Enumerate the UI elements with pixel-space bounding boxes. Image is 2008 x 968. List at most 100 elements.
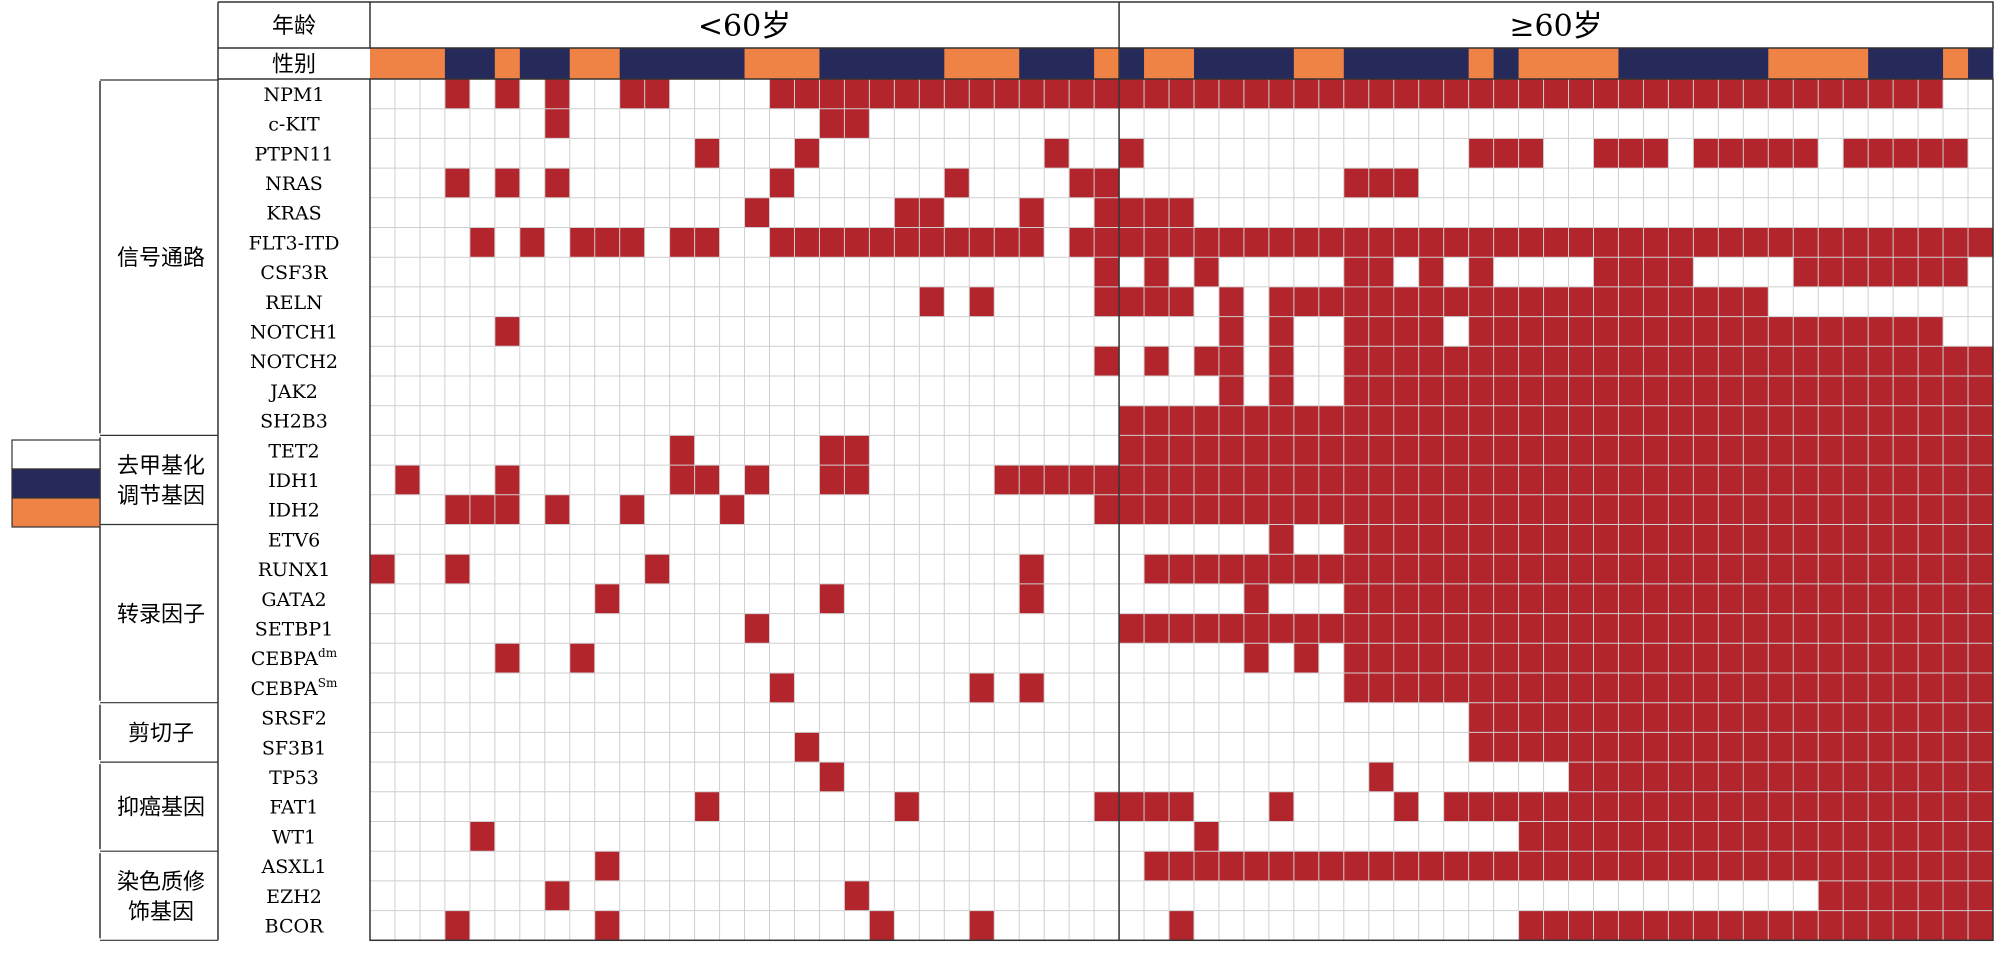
mutation-cell	[1368, 613, 1394, 644]
mutation-cell	[1268, 494, 1294, 525]
gene-label: IDH2	[268, 500, 319, 522]
mutation-cell	[1368, 435, 1394, 466]
mutation-cell	[1768, 554, 1794, 584]
mutation-cell	[1268, 465, 1294, 495]
mutation-cell	[669, 227, 695, 258]
mutation-cell	[1943, 643, 1969, 673]
mutation-cell	[1543, 821, 1569, 852]
mutation-cell	[1968, 851, 1993, 881]
mutation-cell	[1743, 554, 1769, 584]
mutation-cell	[969, 910, 995, 941]
mutation-cell	[1643, 643, 1669, 673]
gene-label: NOTCH2	[250, 351, 338, 373]
mutation-cell	[1718, 643, 1744, 673]
mutation-cell	[1368, 673, 1394, 703]
mutation-cell	[1643, 524, 1669, 555]
mutation-cell	[444, 168, 470, 198]
mutation-cell	[1943, 851, 1969, 881]
mutation-cell	[1693, 851, 1719, 881]
mutation-cell	[1418, 227, 1444, 258]
mutation-cell	[1693, 227, 1719, 258]
mutation-cell	[1543, 465, 1569, 495]
sex-legend: 性别 男 女	[11, 439, 101, 528]
sex-cell	[919, 48, 945, 79]
mutation-cell	[1743, 643, 1769, 673]
mutation-cell	[969, 227, 995, 258]
sex-cell	[544, 48, 571, 79]
mutation-cell	[1368, 405, 1394, 436]
mutation-cell	[1193, 346, 1219, 376]
mutation-cell	[1718, 732, 1744, 763]
mutation-cell	[1119, 435, 1145, 466]
mutation-cell	[1418, 851, 1444, 881]
mutation-cell	[1468, 494, 1494, 525]
mutation-cell	[1543, 346, 1569, 376]
sex-cell	[894, 48, 920, 79]
mutation-cell	[1693, 494, 1719, 525]
mutation-cell	[1968, 435, 1993, 466]
mutation-cell	[1943, 910, 1969, 941]
mutation-cell	[1943, 138, 1969, 169]
mutation-cell	[1893, 762, 1919, 792]
category-label: 转录因子	[117, 603, 205, 628]
mutation-cell	[1893, 524, 1919, 555]
mutation-cell	[1218, 227, 1244, 258]
mutation-cell	[1518, 227, 1544, 258]
mutation-cell	[1518, 494, 1544, 525]
mutation-cell	[1843, 494, 1869, 525]
sex-cell	[1543, 48, 1569, 79]
mutation-cell	[1493, 227, 1519, 258]
mutation-cell	[1144, 197, 1170, 228]
mutation-cell	[1218, 494, 1244, 525]
mutation-cell	[1918, 880, 1944, 911]
mutation-cell	[1918, 643, 1944, 673]
mutation-cell	[1169, 227, 1194, 258]
mutation-cell	[1218, 286, 1244, 317]
mutation-cell	[1568, 791, 1594, 822]
mutation-cell	[919, 286, 945, 317]
mutation-cell	[1393, 376, 1419, 406]
sex-cell	[644, 48, 671, 79]
mutation-cell	[1218, 613, 1244, 644]
mutation-cell	[1593, 583, 1619, 614]
sex-cell	[469, 48, 496, 79]
gene-label: CEBPASm	[251, 676, 338, 700]
mutation-cell	[1693, 554, 1719, 584]
mutation-cell	[1743, 138, 1769, 169]
mutation-cell	[1668, 286, 1694, 317]
mutation-cell	[1668, 227, 1694, 258]
mutation-cell	[1918, 673, 1944, 703]
mutation-cell	[1893, 405, 1919, 436]
mutation-cell	[1668, 494, 1694, 525]
mutation-cell	[1069, 227, 1095, 258]
mutation-cell	[1718, 138, 1744, 169]
mutation-cell	[1543, 613, 1569, 644]
mutation-cell	[1443, 643, 1469, 673]
mutation-cell	[1293, 613, 1319, 644]
mutation-cell	[1693, 673, 1719, 703]
category-label: 调节基因	[117, 484, 205, 509]
sex-cell	[1044, 48, 1070, 79]
mutation-cell	[1718, 791, 1744, 822]
mutation-cell	[1393, 851, 1419, 881]
mutation-cell	[1843, 613, 1869, 644]
mutation-cell	[1568, 732, 1594, 763]
mutation-cell	[1743, 524, 1769, 555]
mutation-cell	[694, 791, 720, 822]
mutation-cell	[1618, 138, 1644, 169]
mutation-cell	[1568, 851, 1594, 881]
mutation-cell	[1768, 79, 1794, 109]
mutation-cell	[1368, 79, 1394, 109]
mutation-cell	[1643, 673, 1669, 703]
mutation-cell	[1768, 138, 1794, 169]
mutation-cell	[1818, 910, 1844, 941]
sex-cell	[494, 48, 521, 79]
mutation-cell	[444, 910, 470, 941]
mutation-cell	[1618, 524, 1644, 555]
mutation-cell	[1418, 286, 1444, 317]
mutation-cell	[1818, 791, 1844, 822]
age-group-60-plus: ≥60岁	[1509, 9, 1602, 44]
mutation-cell	[1393, 405, 1419, 436]
mutation-cell	[1443, 79, 1469, 109]
